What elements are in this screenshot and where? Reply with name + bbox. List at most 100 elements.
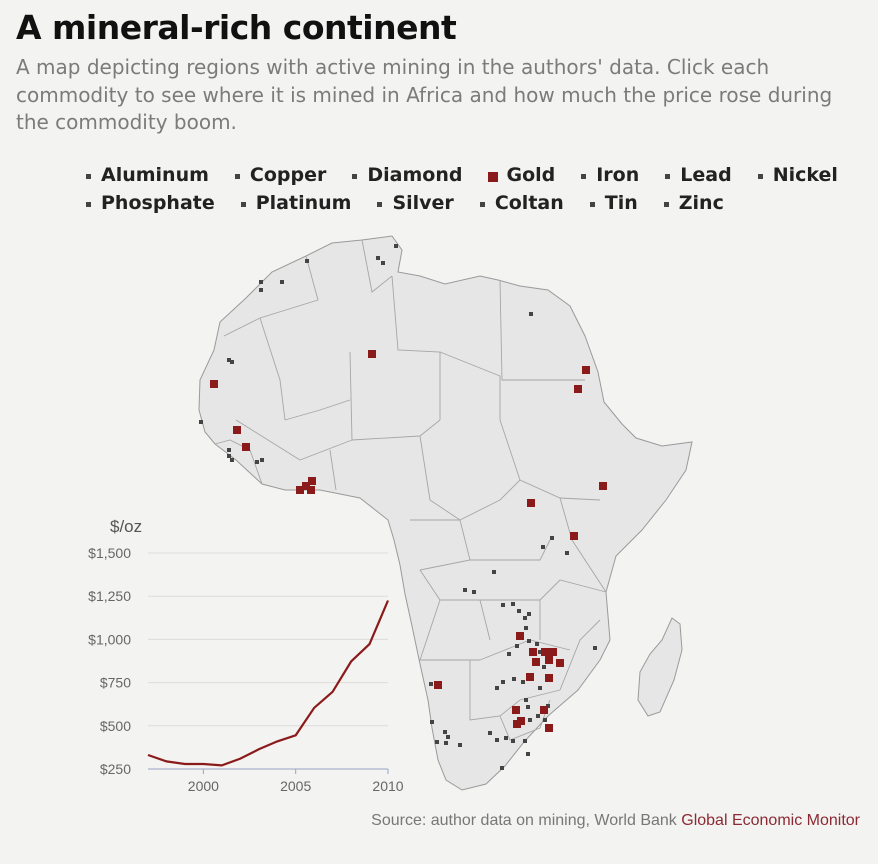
mine-marker: [524, 626, 528, 630]
legend-swatch: [665, 174, 671, 179]
legend-swatch: [240, 202, 246, 207]
source-link[interactable]: Global Economic Monitor: [681, 812, 860, 829]
legend-item-aluminum[interactable]: Aluminum: [86, 164, 209, 186]
legend-swatch: [479, 202, 485, 207]
mine-marker: [515, 644, 519, 648]
mine-marker: [523, 616, 527, 620]
gold-price-line: [147, 600, 390, 767]
mine-marker: [280, 280, 284, 284]
mine-marker: [545, 724, 553, 732]
mine-marker: [260, 458, 264, 462]
legend-item-phosphate[interactable]: Phosphate: [86, 192, 215, 214]
mine-marker: [516, 632, 524, 640]
mine-marker: [394, 244, 398, 248]
mine-marker: [543, 718, 547, 722]
mine-marker: [529, 312, 533, 316]
page-title: A mineral-rich continent: [16, 8, 457, 47]
legend-item-silver[interactable]: Silver: [377, 192, 454, 214]
mine-marker: [472, 590, 476, 594]
mine-marker: [376, 256, 380, 260]
mine-marker: [545, 656, 553, 664]
mine-marker: [570, 532, 578, 540]
legend-item-coltan[interactable]: Coltan: [479, 192, 564, 214]
mine-marker: [517, 609, 521, 613]
africa-map: [198, 235, 693, 791]
mine-marker: [458, 743, 462, 747]
mine-marker: [199, 420, 203, 424]
legend-item-diamond[interactable]: Diamond: [352, 164, 462, 186]
mine-marker: [542, 665, 546, 669]
mine-marker: [540, 706, 548, 714]
legend-swatch: [757, 174, 763, 179]
legend-label: Coltan: [494, 192, 564, 214]
mine-marker: [526, 752, 530, 756]
mine-marker: [526, 705, 530, 709]
commodity-legend: Aluminum Copper Diamond Gold Iron Lead Nickel P…: [86, 164, 846, 214]
mine-marker: [296, 486, 304, 494]
mine-marker: [495, 686, 499, 690]
mine-marker: [259, 288, 263, 292]
mine-marker: [501, 603, 505, 607]
mine-marker: [230, 458, 234, 462]
legend-swatch: [663, 202, 669, 207]
mine-marker: [556, 659, 564, 667]
mine-marker: [521, 680, 525, 684]
source-note: Source: author data on mining, World Ban…: [371, 812, 860, 830]
mine-marker: [227, 448, 231, 452]
legend-item-iron[interactable]: Iron: [581, 164, 639, 186]
mine-marker: [463, 588, 467, 592]
mine-marker: [527, 612, 531, 616]
legend-item-copper[interactable]: Copper: [234, 164, 327, 186]
mine-marker: [541, 545, 545, 549]
mine-marker: [529, 648, 537, 656]
source-text: Source: author data on mining, World Ban…: [371, 812, 682, 829]
mine-marker: [259, 280, 263, 284]
mine-marker: [434, 681, 442, 689]
mine-marker: [526, 673, 534, 681]
legend-label: Tin: [604, 192, 638, 214]
africa-landmass: [198, 235, 693, 791]
legend-label: Gold: [506, 164, 556, 186]
mine-marker: [535, 642, 539, 646]
mine-marker: [501, 680, 505, 684]
mine-marker: [255, 460, 259, 464]
legend-item-lead[interactable]: Lead: [665, 164, 732, 186]
chart-x-tick-label: 2000: [188, 778, 219, 794]
mine-marker: [582, 366, 590, 374]
mine-marker: [210, 380, 218, 388]
mine-marker: [511, 739, 515, 743]
legend-label: Aluminum: [101, 164, 209, 186]
legend-item-zinc[interactable]: Zinc: [663, 192, 724, 214]
legend-item-gold[interactable]: Gold: [488, 164, 555, 186]
legend-swatch: [86, 202, 91, 207]
mine-marker: [446, 735, 450, 739]
legend-label: Copper: [249, 164, 327, 186]
mine-marker: [550, 536, 554, 540]
mine-marker: [308, 477, 316, 485]
legend-label: Diamond: [367, 164, 463, 186]
mine-marker: [528, 718, 532, 722]
mine-marker: [435, 740, 439, 744]
chart-y-tick-label: $500: [100, 718, 131, 734]
gold-price-chart: $/oz $1,500 $1,250 $1,000 $750 $500 $250 2000…: [88, 517, 404, 794]
chart-y-unit-label: $/oz: [110, 517, 142, 536]
legend-swatch: [377, 202, 383, 207]
legend-item-platinum[interactable]: Platinum: [240, 192, 351, 214]
mine-marker: [488, 731, 492, 735]
page-subtitle: A map depicting regions with active mini…: [16, 55, 833, 134]
mine-marker: [302, 482, 310, 490]
legend-label: Phosphate: [101, 192, 215, 214]
mine-marker: [513, 720, 521, 728]
mine-marker: [230, 360, 234, 364]
mine-marker: [538, 650, 542, 654]
legend-item-tin[interactable]: Tin: [589, 192, 638, 214]
mine-marker: [541, 648, 549, 656]
legend-swatch: [86, 174, 91, 179]
legend-label: Nickel: [772, 164, 838, 186]
chart-x-ticks: 2000 2005 2010: [188, 769, 404, 794]
legend-item-nickel[interactable]: Nickel: [757, 164, 838, 186]
legend-swatch: [234, 174, 240, 179]
mine-marker: [545, 674, 553, 682]
legend-label: Iron: [596, 164, 640, 186]
mine-marker: [507, 652, 511, 656]
